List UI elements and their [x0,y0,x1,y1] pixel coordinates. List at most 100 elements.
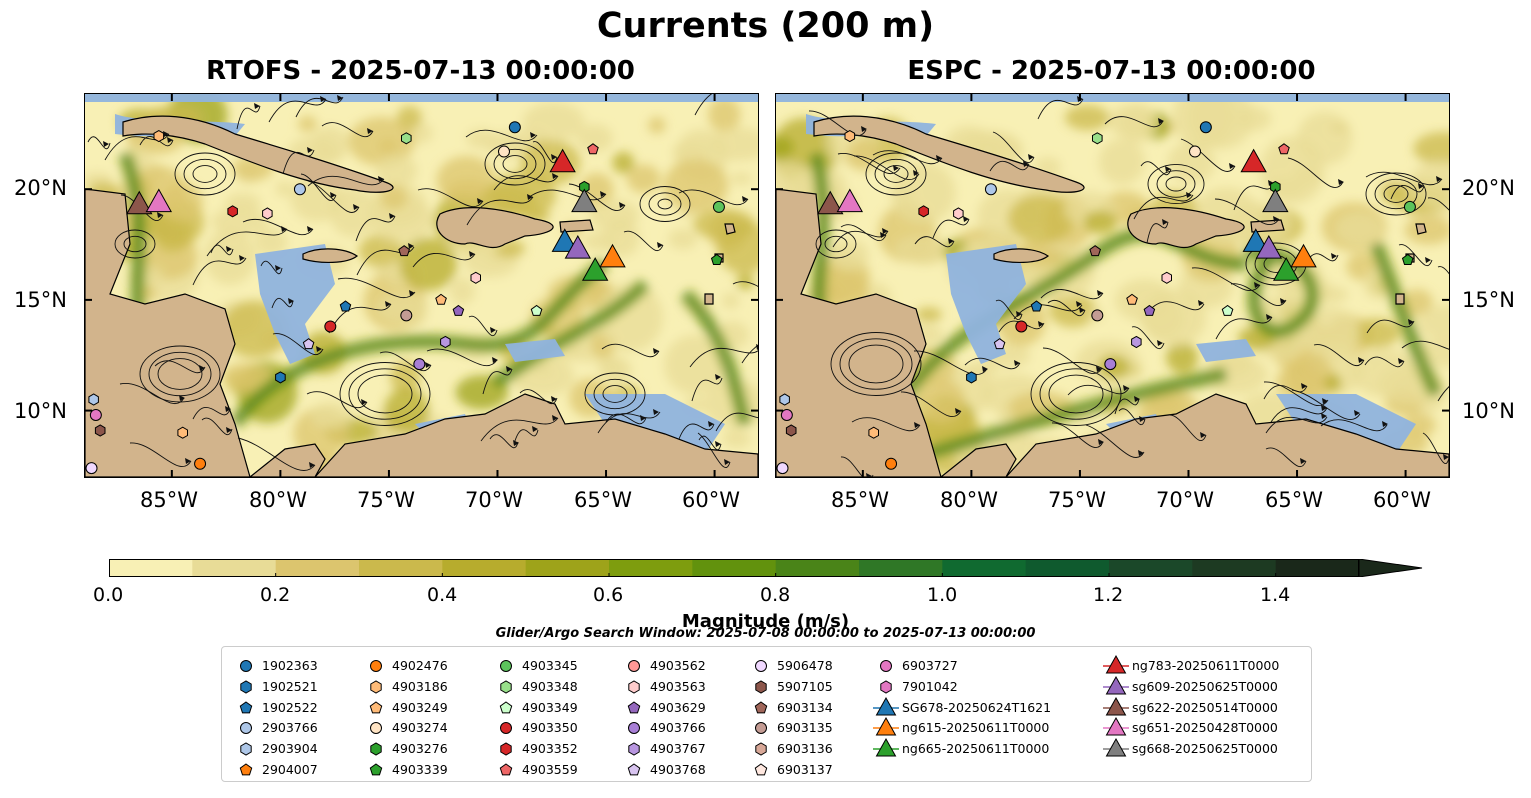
float-marker [413,358,426,371]
legend-marker-icon [500,660,512,672]
float-marker [710,253,723,265]
figure-title: Currents (200 m) [596,6,935,46]
colorbar-segment [525,559,610,577]
legend-entry: 1902521 [232,676,318,697]
float-marker [324,320,337,333]
colorbar-segment [859,559,943,577]
streamline-arrow [1425,257,1431,263]
legend-marker-icon [873,717,899,736]
legend-entry: 6903135 [747,717,833,738]
streamline-arrow [913,170,919,176]
streamline-arrow [469,251,475,257]
streamline-arrow [948,238,954,244]
legend-label: ng783-20250611T0000 [1132,658,1280,673]
glider-marker [817,190,844,215]
streamline-arrow [640,415,646,421]
legend-entry: 4903276 [362,738,448,759]
legend-label: 4903559 [522,762,578,777]
legend-marker-icon [240,660,252,672]
streamline-arrow [1097,290,1103,296]
legend-marker-icon [873,696,899,716]
colorbar-tick-label: 1.2 [1093,584,1124,606]
legend-label: 4902476 [392,658,448,673]
colorbar-extend-arrow [1358,559,1423,577]
map-tick-marks [85,94,758,477]
legend-entry: 7901042 [872,676,958,697]
legend-marker-icon [239,700,253,713]
argo-floats [776,121,1416,475]
legend-entry: 4903768 [620,759,706,780]
legend-marker-icon [500,742,512,756]
streamline-arrow [914,422,920,428]
legend-label: 4903345 [522,658,578,673]
colorbar-label: Magnitude (m/s) [681,611,850,632]
glider-marker [1272,257,1300,281]
legend-entry: sg609-20250625T0000 [1102,675,1278,697]
lon-tick-label: 65°W [574,488,632,512]
legend-entry: sg668-20250625T0000 [1102,738,1278,759]
float-marker [1278,143,1290,155]
legend-marker-icon [370,722,382,735]
legend-marker-icon [754,700,768,713]
lon-tick-label: 60°W [682,488,740,512]
legend-label: 7901042 [902,678,958,694]
legend-entry: 4903349 [492,697,578,718]
float-marker [1188,145,1201,158]
colorbar-tick-label: 1.4 [1260,584,1291,606]
streamline-arrow [1157,340,1163,346]
legend-label: sg668-20250625T0000 [1132,741,1278,757]
streamline-arrow [530,132,536,138]
legend-label: 4903352 [522,741,578,757]
colorbar-tick-label: 0.4 [427,584,458,606]
float-marker [868,426,879,439]
legend-entry: SG678-20250624T1621 [872,696,1052,718]
float-marker [508,121,521,134]
land-hispaniola [436,207,554,249]
float-marker [530,304,543,316]
streamline-arrow [254,103,260,109]
float-marker [885,457,898,470]
float-marker [1126,293,1138,305]
legend-label: 2903904 [262,741,318,757]
espc-map-panel[interactable] [775,93,1450,478]
search-window-label: Glider/Argo Search Window: 2025-07-08 00… [495,626,1036,641]
espc-panel-title: ESPC - 2025-07-13 00:00:00 [907,56,1316,86]
colorbar-segment [775,559,860,577]
streamline-arrow [1358,357,1364,363]
legend-marker-icon [499,763,513,776]
streamline-arrow [1301,383,1307,389]
legend-entry: 6903727 [872,655,958,676]
legend-marker-icon [239,763,253,776]
streamline-arrow [1268,180,1274,186]
legend: 1902363 1902521 1902522 2903766 2903904 29040… [221,646,1312,782]
float-marker [227,205,238,218]
lon-tick-label: 70°W [465,488,523,512]
glider-positions [126,148,626,281]
streamline-arrow [861,126,867,132]
rtofs-map-panel[interactable] [84,93,759,478]
colorbar-segment [609,559,693,577]
float-marker [85,462,98,475]
lat-tick-label: 15°N [1462,288,1515,312]
streamline-arrow [1443,454,1449,460]
lon-tick-label: 70°W [1156,488,1214,512]
streamline-arrow [385,301,391,307]
streamline-arrow [1254,282,1260,288]
float-marker [966,371,977,384]
legend-label: 4903562 [650,658,706,673]
float-marker [587,143,599,155]
legend-label: 5906478 [777,658,833,673]
legend-entry: 4903348 [492,676,578,697]
legend-label: SG678-20250624T1621 [902,699,1052,715]
glider-positions [817,148,1317,281]
colorbar-segment [359,559,443,577]
rtofs-panel-title: RTOFS - 2025-07-13 00:00:00 [206,56,635,86]
streamline-arrow [1322,398,1328,404]
legend-label: 4903768 [650,762,706,777]
glider-marker [126,190,153,215]
lat-tick-label: 10°N [1462,399,1515,423]
legend-marker-icon [369,763,383,776]
float-marker [785,424,797,437]
streamline-arrow [866,473,872,477]
streamline-arrow [309,462,315,468]
